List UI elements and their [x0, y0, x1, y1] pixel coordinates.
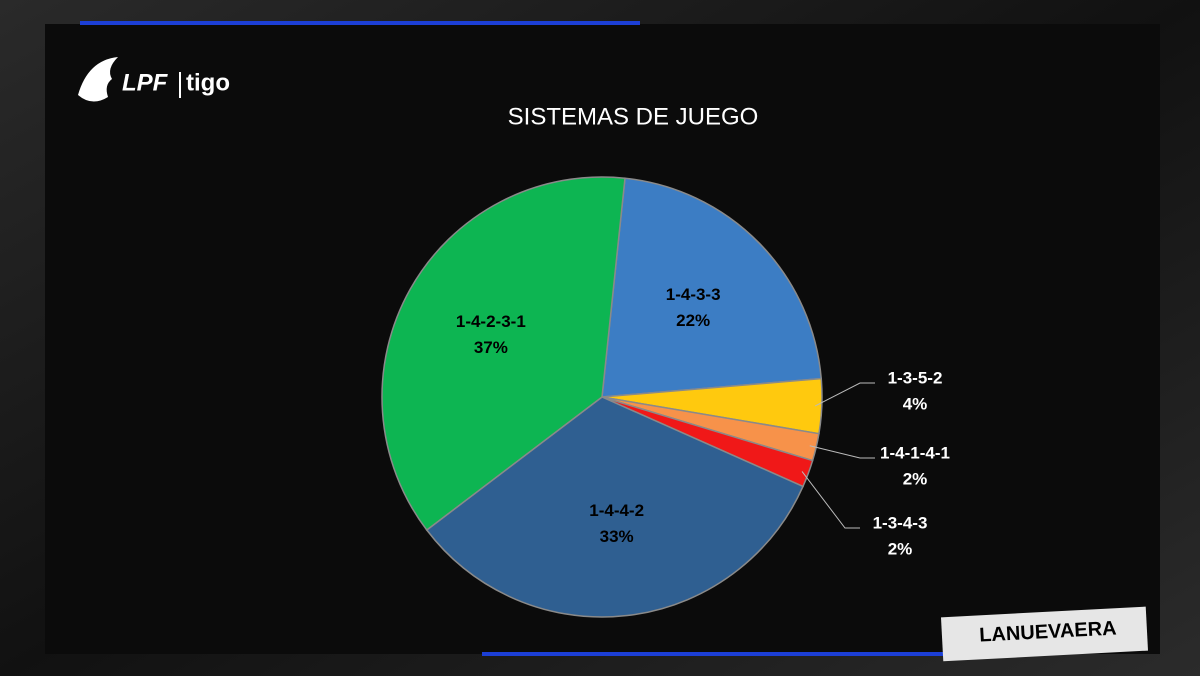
accent-bottom	[482, 652, 945, 656]
slice-value-label: 4%	[903, 394, 928, 413]
slice-label: 1-4-3-3	[666, 285, 721, 304]
pie-slice	[425, 396, 804, 618]
leader-line	[814, 382, 875, 407]
slice-value-label: 2%	[903, 469, 928, 488]
slice-label: 1-4-2-3-1	[456, 312, 526, 331]
leader-line	[809, 445, 875, 459]
slice-value-label: 33%	[600, 527, 634, 546]
badge-box	[940, 606, 1149, 662]
logo-bird	[78, 57, 118, 102]
accent-top	[80, 21, 640, 25]
logo-brand: LPF	[122, 69, 169, 96]
logo-divider	[179, 72, 181, 98]
badge: LANUEVAERA	[940, 606, 1149, 662]
pie-slice	[381, 176, 626, 532]
slice-value-label: 22%	[676, 311, 710, 330]
slice-value-label: 2%	[888, 539, 913, 558]
pie-slice	[601, 177, 823, 398]
slice-label: 1-3-5-2	[888, 368, 943, 387]
logo: LPF tigo	[78, 57, 230, 102]
pie: 1-4-3-3 22% 1-3-5-2 4% 1-4-1-4-1 2% 1-3-4-3 2% 1…	[381, 176, 950, 618]
slice-value-label: 37%	[474, 338, 508, 357]
chart-title: SISTEMAS DE JUEGO	[508, 103, 759, 130]
leader-line	[801, 471, 860, 529]
slice-label: 1-3-4-3	[873, 513, 928, 532]
logo-sponsor: tigo	[186, 69, 230, 96]
slice-label: 1-4-4-2	[589, 501, 644, 520]
slice-label: 1-4-1-4-1	[880, 443, 950, 462]
